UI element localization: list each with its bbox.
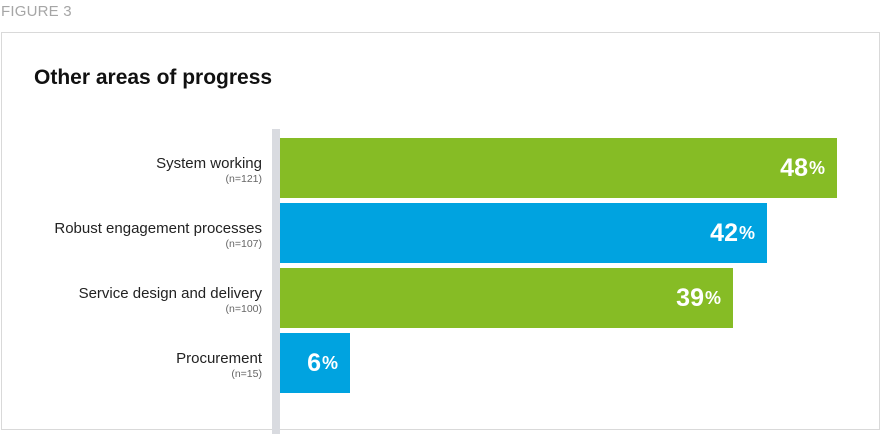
bar: 48% — [280, 138, 837, 198]
bar-value-unit: % — [321, 353, 338, 373]
bar-value-label: 48 — [780, 154, 808, 182]
bar-value-label: 39 — [676, 284, 704, 312]
category-label: Procurement (n=15) — [4, 350, 262, 381]
bar: 6% — [280, 333, 350, 393]
category-name: Service design and delivery — [78, 285, 262, 302]
category-name: Robust engagement processes — [54, 220, 262, 237]
chart-card: Other areas of progress 48% System workin… — [1, 32, 880, 434]
category-sample-size: (n=121) — [225, 173, 262, 185]
category-sample-size: (n=107) — [225, 238, 262, 250]
category-name: Procurement — [176, 350, 262, 367]
bar-value-unit: % — [738, 223, 755, 243]
category-label: Robust engagement processes (n=107) — [4, 220, 262, 251]
bar-value-label: 6 — [307, 349, 321, 377]
category-axis-line — [272, 129, 280, 434]
bar: 39% — [280, 268, 733, 328]
bar: 42% — [280, 203, 767, 263]
bar-value-unit: % — [808, 158, 825, 178]
category-label: Service design and delivery (n=100) — [4, 285, 262, 316]
figure-label: FIGURE 3 — [1, 3, 72, 20]
bar-value-label: 42 — [710, 219, 738, 247]
category-label: System working (n=121) — [4, 155, 262, 186]
category-sample-size: (n=15) — [231, 368, 262, 380]
category-name: System working — [156, 155, 262, 172]
bar-value-unit: % — [704, 288, 721, 308]
chart-title: Other areas of progress — [34, 66, 273, 89]
category-sample-size: (n=100) — [225, 303, 262, 315]
